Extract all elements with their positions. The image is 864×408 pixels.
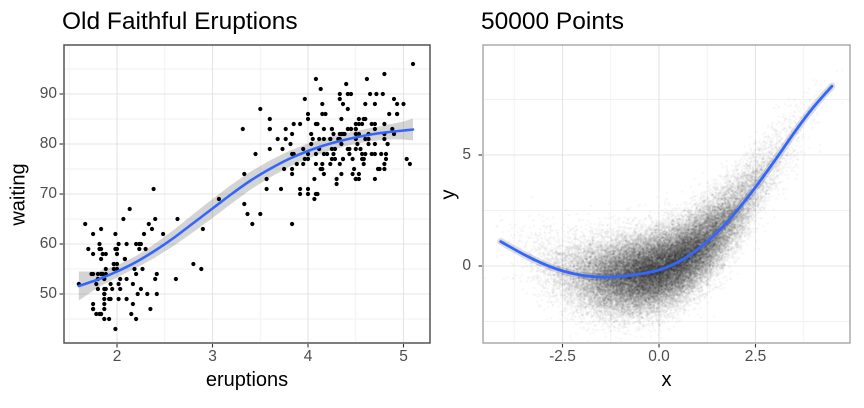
point-cloud-canvas — [484, 46, 849, 342]
